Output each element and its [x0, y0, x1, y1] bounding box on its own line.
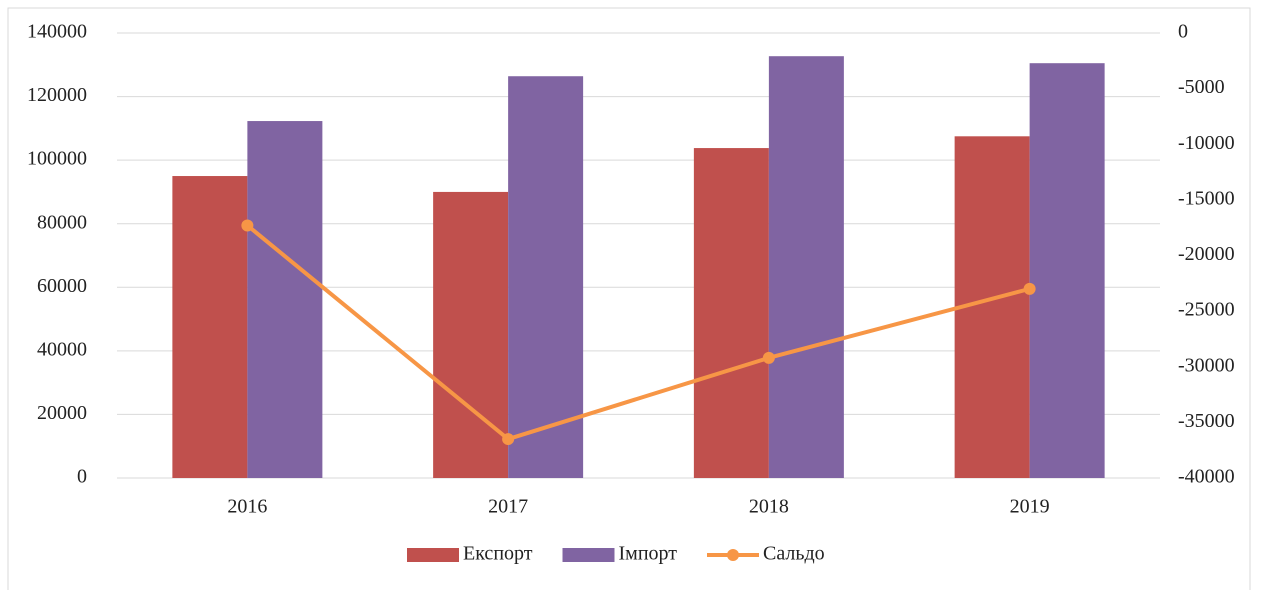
y-tick-label: 100000: [27, 148, 87, 170]
legend-swatch: [727, 549, 739, 561]
y2-tick-label: -30000: [1178, 354, 1235, 376]
y2-tick-label: -15000: [1178, 187, 1235, 209]
x-tick-label: 2016: [227, 496, 267, 518]
point: [1023, 282, 1036, 295]
y-tick-label: 40000: [37, 338, 87, 360]
bar: [1029, 63, 1105, 478]
line: [246, 223, 1031, 442]
x-tick-label: 2019: [1010, 496, 1050, 518]
legend-label: Сальдо: [763, 543, 825, 565]
legend-swatch: [407, 548, 459, 562]
y-tick-label: 60000: [37, 275, 87, 297]
y2-tick-label: -10000: [1178, 132, 1235, 154]
x-tick-label: 2018: [749, 496, 789, 518]
legend-label: Експорт: [463, 543, 533, 565]
y2-tick-label: -40000: [1178, 466, 1235, 488]
bar: [768, 56, 844, 478]
y2-tick-label: -20000: [1178, 243, 1235, 265]
bar: [508, 76, 584, 478]
x-tick-label: 2017: [488, 496, 528, 518]
point: [762, 351, 775, 364]
y-tick-label: 80000: [37, 211, 87, 233]
y-tick-label: 0: [77, 466, 87, 488]
y2-tick-label: 0: [1178, 21, 1188, 43]
y-tick-label: 20000: [37, 402, 87, 424]
legend-label: Імпорт: [619, 543, 678, 565]
point: [502, 433, 515, 446]
y2-tick-label: -25000: [1178, 299, 1235, 321]
bar: [172, 176, 248, 479]
y2-tick-label: -5000: [1178, 76, 1225, 98]
point: [241, 219, 254, 232]
y-tick-label: 140000: [27, 21, 87, 43]
y-tick-label: 120000: [27, 84, 87, 106]
chart-frame: [7, 7, 1251, 590]
bar: [247, 121, 323, 479]
bar: [693, 148, 769, 479]
legend-swatch: [562, 548, 615, 562]
bar: [433, 191, 509, 478]
y2-tick-label: -35000: [1178, 410, 1235, 432]
